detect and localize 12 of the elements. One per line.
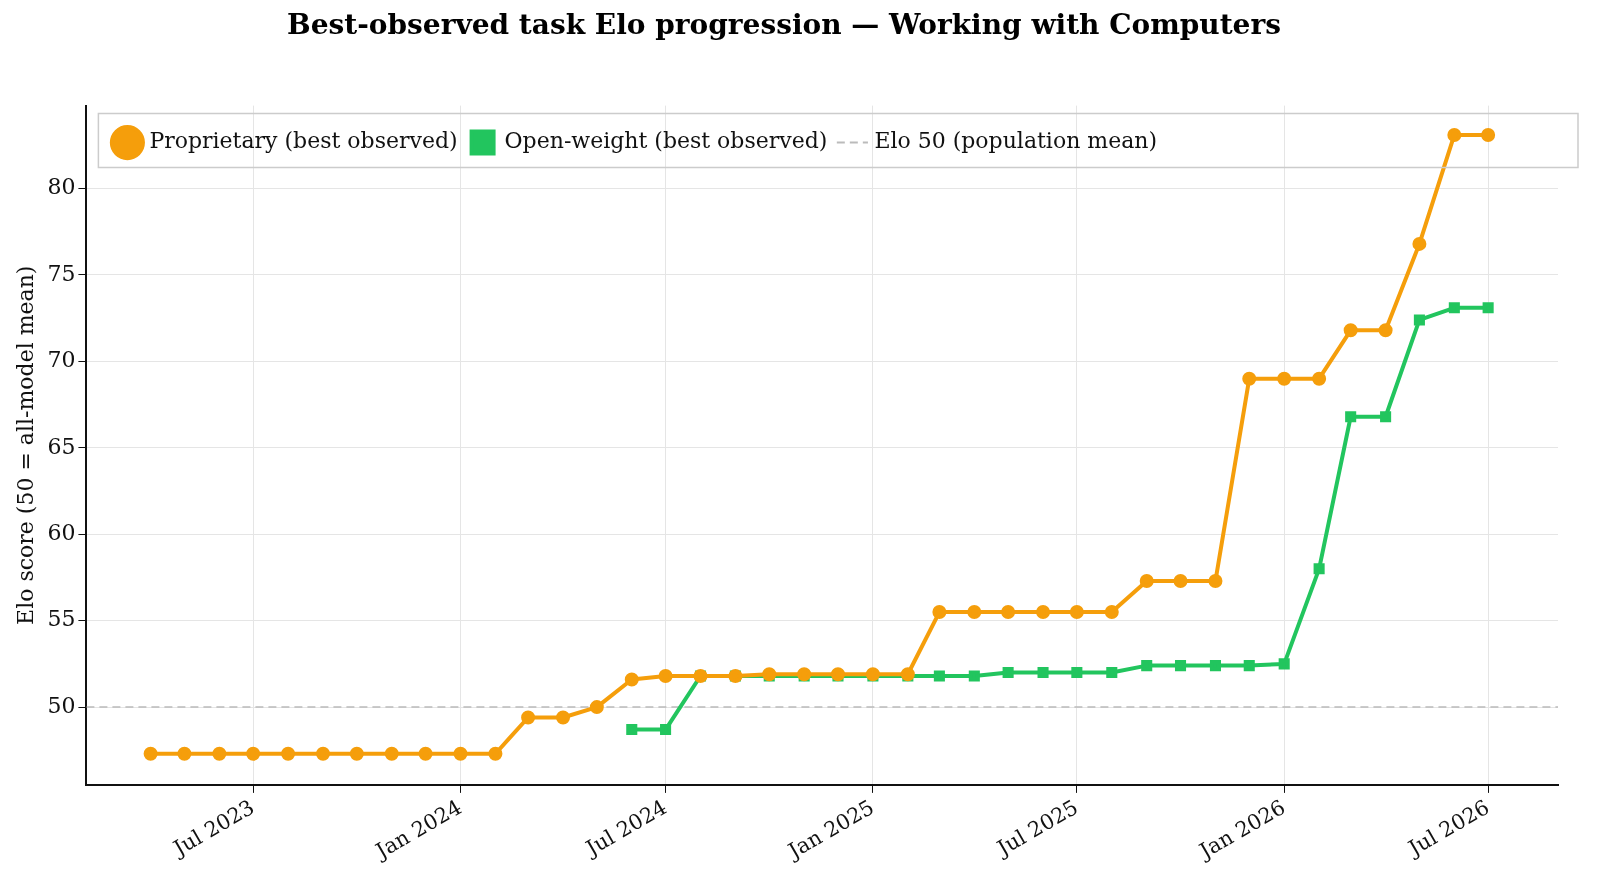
- y-axis-title: Elo score (50 = all-model mean): [12, 265, 38, 625]
- y-tick-label: 55: [47, 606, 76, 632]
- y-tick-label: 70: [47, 347, 76, 373]
- y-tick-label: 75: [47, 260, 76, 286]
- chart-title: Best-observed task Elo progression — Working with Computers: [287, 8, 1281, 42]
- legend-label: Open-weight (best observed): [504, 128, 828, 154]
- y-tick-label: 50: [47, 692, 76, 718]
- y-tick-label: 65: [47, 433, 76, 459]
- legend-label: Elo 50 (population mean): [874, 128, 1158, 154]
- legend-label: Proprietary (best observed): [149, 128, 458, 154]
- y-tick-label: 80: [47, 174, 76, 200]
- y-tick-label: 60: [47, 519, 76, 545]
